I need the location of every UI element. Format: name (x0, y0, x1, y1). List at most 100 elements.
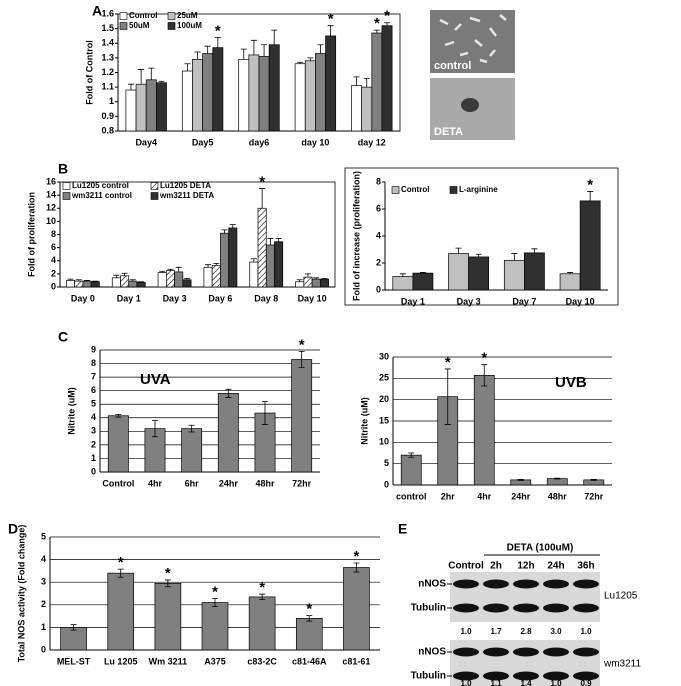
bar (295, 281, 305, 288)
bar (165, 270, 175, 288)
bar (546, 478, 568, 486)
y-tick-label: 12 (46, 203, 56, 213)
error-bar (363, 77, 370, 88)
x-tick-label: Day5 (192, 137, 214, 147)
x-tick-label: 24hr (511, 491, 531, 501)
y-tick-label: 8 (91, 358, 96, 368)
bar (60, 627, 87, 651)
error-bar (271, 29, 278, 45)
significance-mark: * (384, 8, 390, 25)
bar (303, 276, 313, 288)
y-tick-label: 16 (46, 176, 56, 186)
error-bar (444, 368, 451, 425)
x-tick-label: 6hr (185, 478, 200, 488)
bar (174, 271, 184, 288)
bar (248, 596, 276, 651)
bar (228, 227, 238, 288)
error-bar (129, 279, 136, 282)
legend-swatch (167, 22, 176, 30)
error-bar (204, 45, 211, 54)
bar (381, 25, 393, 132)
significance-mark: * (259, 174, 265, 191)
y-tick-label: 4 (51, 255, 56, 265)
error-bar (138, 281, 145, 283)
error-bar (225, 388, 232, 398)
bar (154, 582, 182, 651)
error-bar (297, 61, 304, 64)
bar (66, 280, 76, 288)
x-tick-label: Day 6 (208, 293, 232, 303)
bar (274, 241, 284, 288)
legend-label: 50uM (129, 21, 150, 30)
bar (211, 264, 221, 288)
cell-line-label: wm3211 (603, 659, 641, 670)
error-bar (373, 29, 380, 34)
significance-mark: * (354, 548, 360, 565)
blot-band (453, 671, 479, 681)
significance-mark: * (328, 11, 334, 28)
x-tick-label: day6 (249, 137, 270, 147)
row-label: Tubulin (411, 671, 446, 682)
x-tick-label: 2hr (441, 491, 456, 501)
bar (371, 32, 383, 132)
error-bar (353, 562, 360, 573)
y-tick-label: 9 (91, 344, 96, 354)
error-bar (306, 615, 313, 622)
blot-band (483, 579, 509, 589)
y-tick-label: 7 (91, 371, 96, 381)
y-tick-label: 10 (379, 437, 389, 447)
bar (192, 58, 203, 132)
bar (311, 278, 321, 288)
error-bar (590, 479, 597, 481)
y-tick-label: 1.6 (101, 8, 114, 18)
error-bar (92, 280, 99, 282)
error-bar (304, 273, 311, 278)
bar (473, 374, 495, 486)
blot-treatment: DETA (100uM) (507, 543, 574, 554)
x-tick-label: Day 1 (401, 296, 425, 306)
significance-mark: * (165, 565, 171, 582)
y-tick-label: 25 (379, 373, 389, 383)
error-bar (321, 278, 328, 280)
bar (182, 279, 192, 288)
bar (107, 572, 135, 651)
y-tick-label: 3 (41, 577, 46, 587)
y-tick-label: 6 (376, 203, 381, 213)
error-bar (158, 80, 165, 83)
error-bar (275, 238, 282, 242)
legend-label: Control (129, 11, 157, 20)
bar (120, 275, 130, 288)
y-tick-label: 15 (379, 415, 389, 425)
x-tick-label: 48hr (255, 478, 275, 488)
error-bar (214, 37, 221, 48)
error-bar (205, 264, 212, 268)
bar (400, 454, 422, 486)
x-tick-label: 72hr (584, 491, 604, 501)
blot-band (483, 647, 509, 657)
significance-mark: * (215, 22, 221, 39)
band-ratio: 0.9 (580, 679, 592, 686)
band-ratio: 1.7 (490, 627, 502, 636)
x-tick-label: 72hr (292, 478, 312, 488)
x-tick-label: Day 7 (512, 296, 536, 306)
y-axis-label: Nitrite (uM) (359, 397, 369, 445)
y-axis-label: Total NOS activity (Fold change) (16, 525, 26, 663)
y-tick-label: 3 (91, 426, 96, 436)
bar (249, 261, 259, 288)
legend-label: 25uM (177, 11, 198, 20)
error-bar (138, 69, 145, 85)
y-tick-label: 8 (376, 176, 381, 186)
y-tick-label: 2 (41, 599, 46, 609)
bar (145, 79, 157, 132)
error-bar (399, 273, 406, 277)
x-tick-label: Day 3 (457, 296, 481, 306)
y-tick-label: 1.3 (101, 52, 114, 62)
blot-band (513, 603, 539, 613)
bar (258, 56, 270, 132)
blot-band (573, 579, 599, 589)
legend-label: wm3211 control (71, 191, 132, 200)
legend-swatch (62, 192, 71, 200)
error-bar (267, 238, 274, 245)
bar (559, 273, 581, 291)
